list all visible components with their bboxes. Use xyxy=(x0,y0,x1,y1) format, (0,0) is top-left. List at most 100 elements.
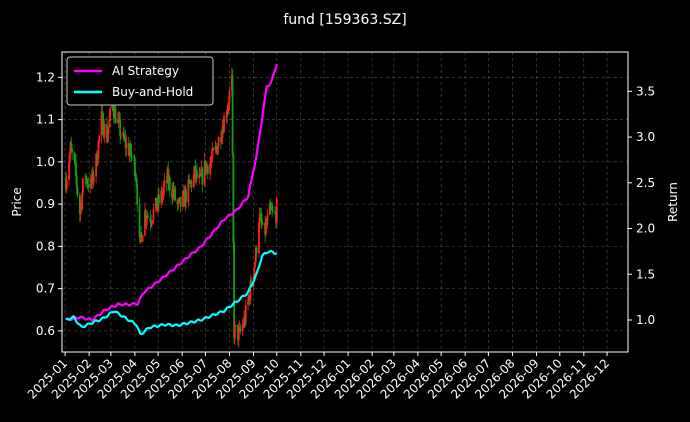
candle-body xyxy=(271,210,274,212)
candle-body xyxy=(192,173,195,188)
series-line-buy-and-hold xyxy=(65,249,278,335)
candle-body xyxy=(179,197,182,207)
candle-body xyxy=(68,153,71,163)
candle-body xyxy=(188,179,191,182)
candle-body xyxy=(260,213,263,222)
y-tick-label: 1.1 xyxy=(36,113,55,127)
candle-body xyxy=(226,112,229,117)
candle-body xyxy=(75,175,78,188)
candle-body xyxy=(112,101,115,112)
candle-body xyxy=(255,247,258,254)
candle-body xyxy=(198,174,201,179)
candle-body xyxy=(216,146,219,155)
candle-body xyxy=(237,327,240,341)
candle-body xyxy=(102,113,104,135)
candle-body xyxy=(149,217,152,223)
candle-body xyxy=(147,216,149,218)
candle-body xyxy=(244,304,247,324)
candle-body xyxy=(211,148,214,158)
legend-label-buy-and-hold: Buy-and-Hold xyxy=(112,85,193,99)
candle-body xyxy=(68,162,70,180)
candle-body xyxy=(130,143,132,157)
candle-body xyxy=(266,215,269,224)
y-tick-label: 0.8 xyxy=(36,239,55,253)
candle-body xyxy=(151,222,153,224)
candle-body xyxy=(201,168,204,185)
legend-box xyxy=(66,56,214,106)
series-lines xyxy=(65,63,278,335)
series-line-ai-strategy xyxy=(65,63,278,322)
candle-body xyxy=(258,213,261,224)
candle-body xyxy=(135,178,138,185)
candle-body xyxy=(247,299,249,305)
y-axis-right: 1.0 1.5 2.0 2.5 3.0 3.5 xyxy=(628,84,655,327)
candle-body xyxy=(85,177,88,184)
y2-tick-label: 1.0 xyxy=(636,313,655,327)
candle-body xyxy=(206,165,209,174)
candle-body xyxy=(101,111,104,114)
candle-body xyxy=(254,247,257,262)
candle-body xyxy=(97,140,100,159)
candle-body xyxy=(236,324,239,327)
candle-body xyxy=(253,267,256,277)
candle-body xyxy=(138,204,141,238)
candle-body xyxy=(178,199,180,202)
candle-body xyxy=(133,157,136,159)
candle-body xyxy=(82,178,84,194)
candle-body xyxy=(114,107,117,124)
candle-body xyxy=(223,115,225,133)
candle-body xyxy=(106,124,108,143)
candle-body xyxy=(203,160,206,185)
y-axis-label: Price xyxy=(10,187,24,216)
candle-body xyxy=(155,197,158,211)
chart-title: fund [159363.SZ] xyxy=(283,12,406,28)
legend-label-ai-strategy: AI Strategy xyxy=(112,64,179,78)
candle-body xyxy=(76,187,79,195)
candle-body xyxy=(215,146,218,149)
candle-body xyxy=(270,208,273,210)
candle-body xyxy=(144,210,146,236)
candle-body xyxy=(146,216,149,220)
candle-body xyxy=(233,243,236,338)
candle-body xyxy=(151,220,154,223)
candle-body xyxy=(196,170,198,179)
candle-body xyxy=(130,156,133,158)
candle-body xyxy=(205,164,208,173)
candle-body xyxy=(123,132,125,140)
candle-body xyxy=(232,154,235,244)
candle-body xyxy=(182,192,184,207)
candle-body xyxy=(231,74,234,155)
candle-body xyxy=(152,208,155,221)
candle-body xyxy=(118,118,121,120)
candle-body xyxy=(227,103,230,107)
y2-tick-label: 3.5 xyxy=(636,84,655,98)
candle-body xyxy=(128,151,131,156)
candle-body xyxy=(87,184,90,189)
candle-body xyxy=(206,164,208,166)
candle-body xyxy=(120,135,122,137)
candle-body xyxy=(261,221,263,225)
candle-body xyxy=(70,142,73,149)
candle-body xyxy=(92,176,95,182)
y-tick-label: 0.9 xyxy=(36,197,55,211)
candle-body xyxy=(234,324,236,338)
y-tick-label: 0.7 xyxy=(36,282,55,296)
y-axis-left: 0.6 0.7 0.8 0.9 1.0 1.1 1.2 xyxy=(36,70,62,338)
candle-body xyxy=(74,160,77,162)
candle-body xyxy=(212,148,215,151)
candle-body xyxy=(144,210,147,221)
candle-body xyxy=(274,211,277,215)
candle-body xyxy=(79,205,82,215)
candle-body xyxy=(145,219,148,221)
candle-body xyxy=(75,161,77,176)
candle-body xyxy=(275,198,278,223)
candle-body xyxy=(89,179,92,189)
candle-body xyxy=(81,193,84,210)
candle-body xyxy=(228,90,231,104)
candle-body xyxy=(71,148,73,153)
candle-body xyxy=(254,261,256,268)
candle-body xyxy=(92,170,94,182)
y2-tick-label: 1.5 xyxy=(636,267,655,281)
